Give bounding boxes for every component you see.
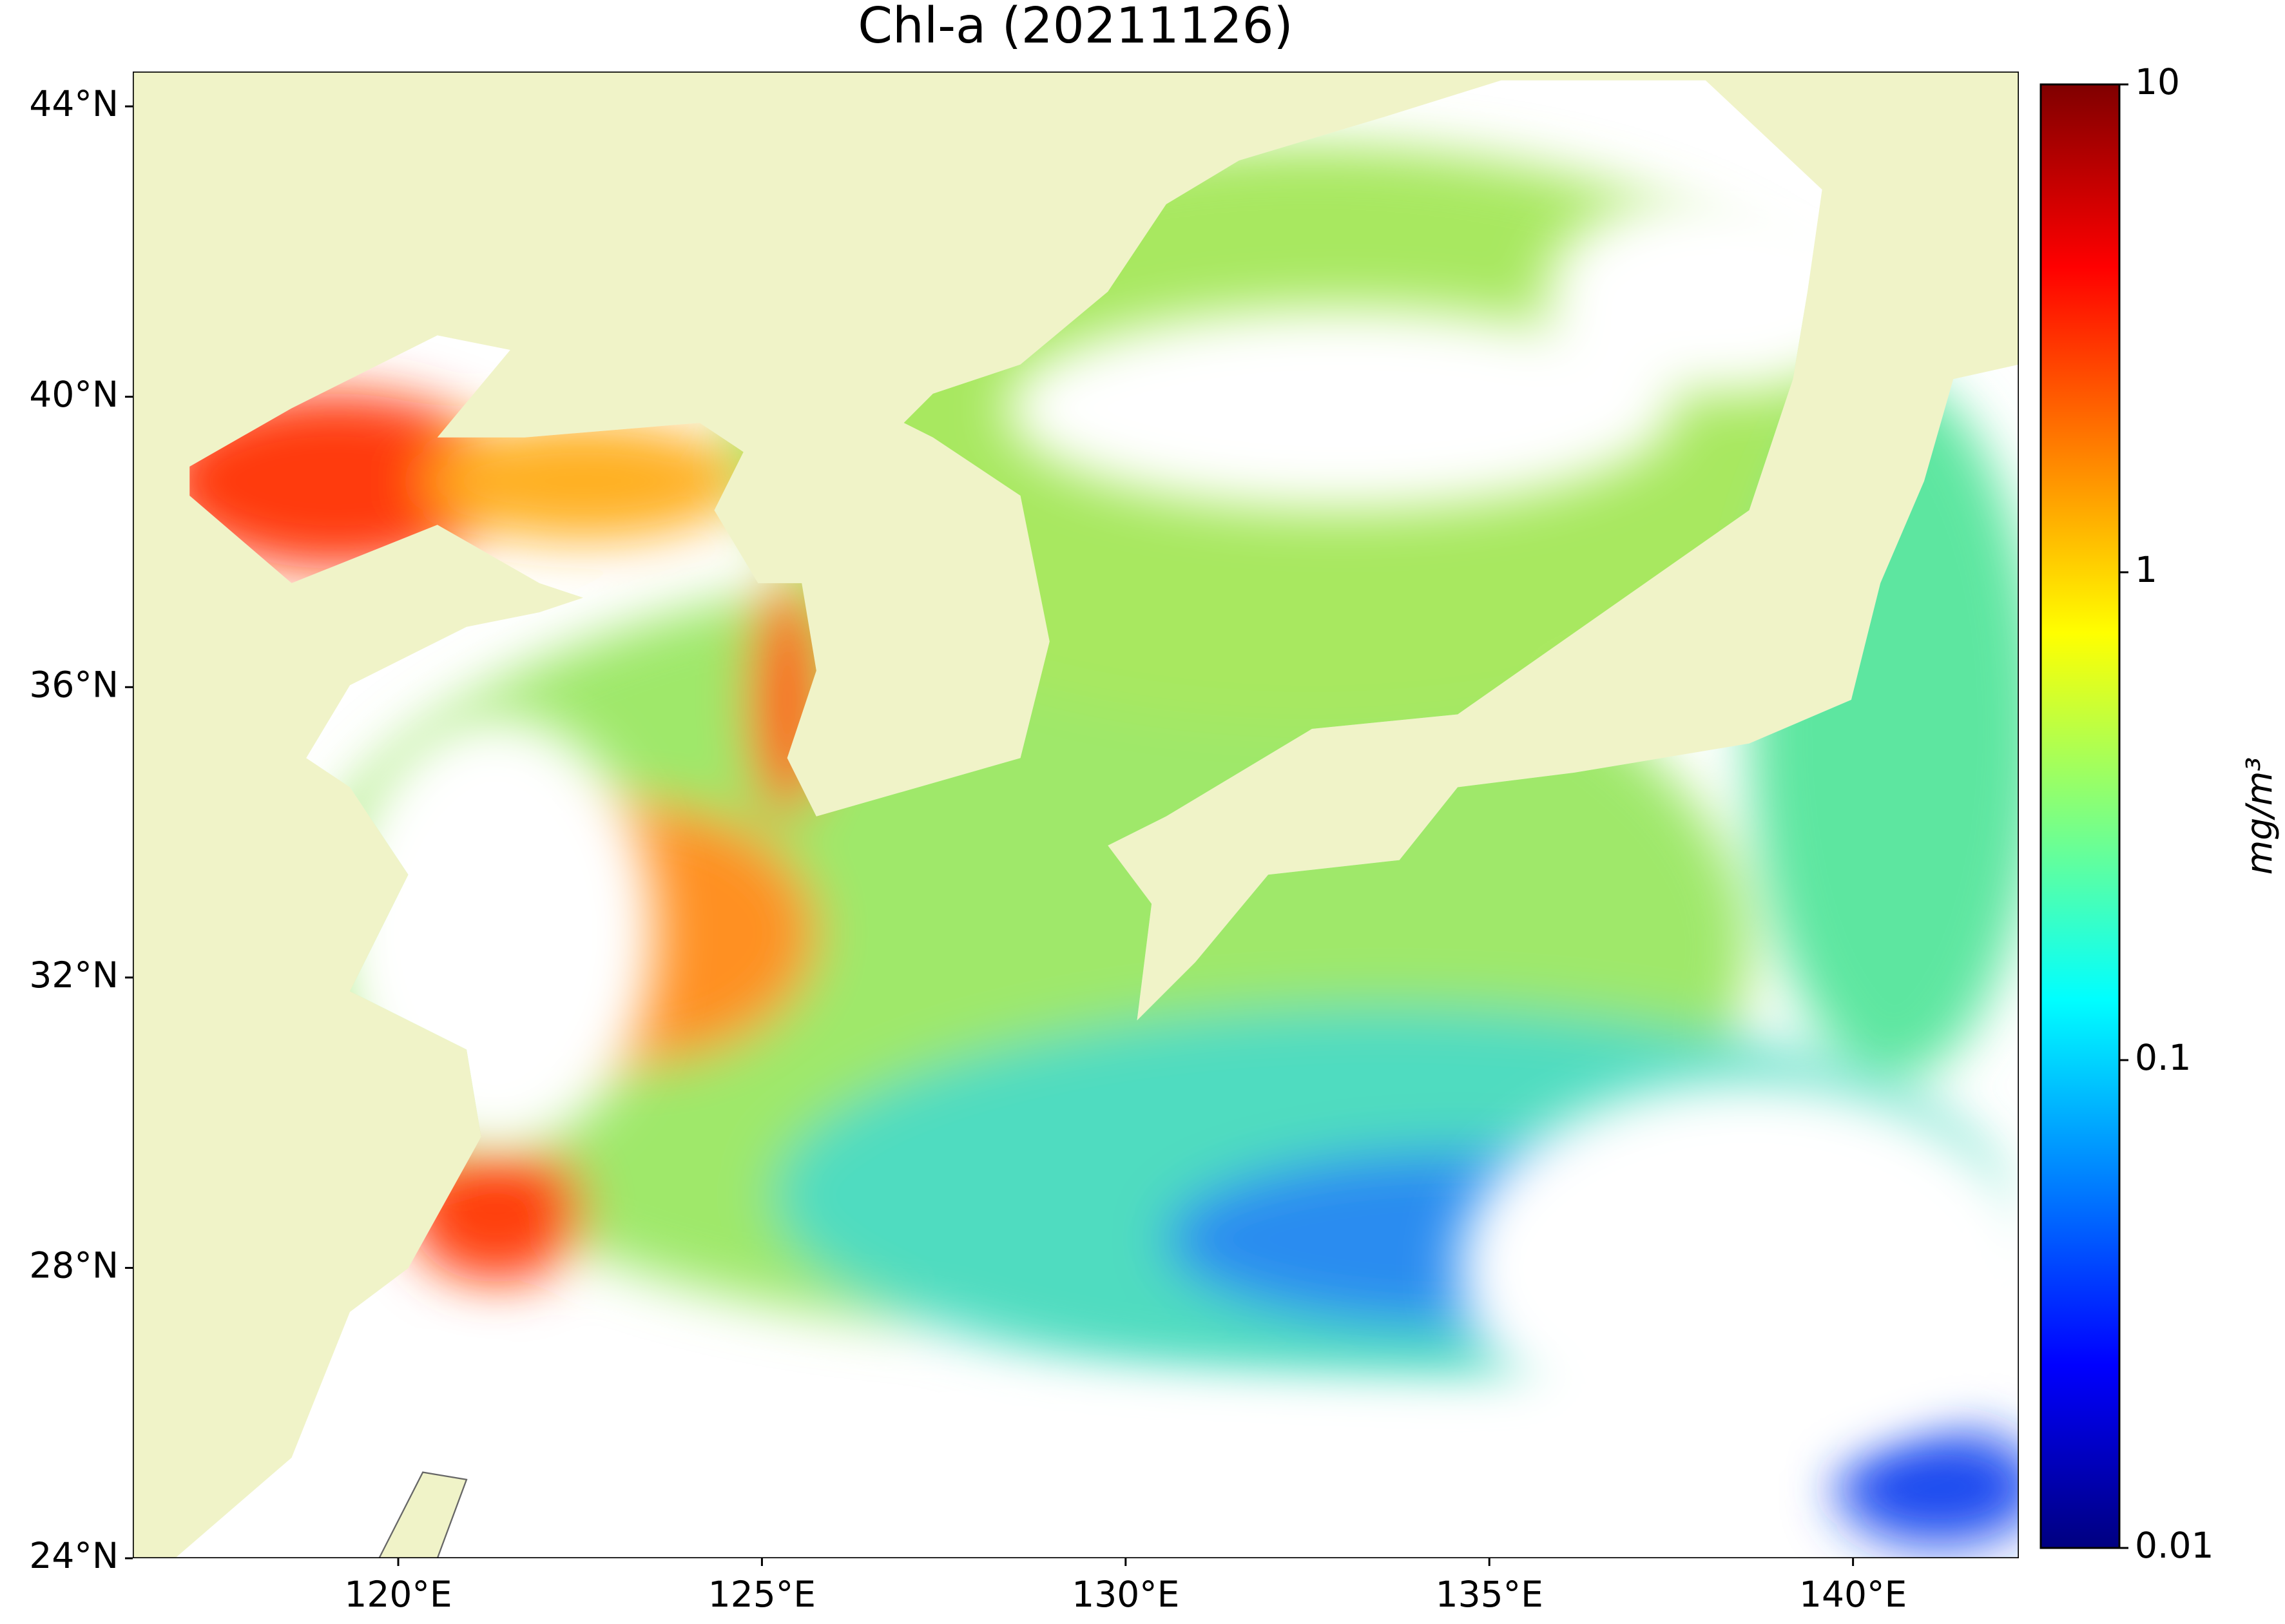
y-tick-label: 28°N <box>29 1245 119 1286</box>
x-tick-label: 120°E <box>344 1574 452 1615</box>
colorbar-label: mg/m³ <box>2239 757 2280 875</box>
x-tick-label: 130°E <box>1072 1574 1179 1615</box>
chart-title: Chl-a (20211126) <box>858 0 1293 55</box>
sea <box>175 80 2019 1558</box>
colorbar-tick-label: 0.1 <box>2135 1037 2191 1078</box>
map-image <box>133 72 2019 1558</box>
colorbar-tick-label: 10 <box>2135 61 2180 102</box>
y-tick-label: 32°N <box>29 954 119 996</box>
taiwan <box>378 1471 468 1558</box>
y-tick-label: 36°N <box>29 664 119 705</box>
colorbar <box>2039 83 2121 1549</box>
colorbar-tick-label: 0.01 <box>2135 1525 2213 1566</box>
x-tick-label: 135°E <box>1436 1574 1543 1615</box>
y-tick-label: 24°N <box>29 1535 119 1576</box>
y-tick-label: 44°N <box>29 83 119 124</box>
colorbar-tick-label: 1 <box>2135 549 2157 590</box>
x-tick-label: 140°E <box>1799 1574 1907 1615</box>
x-tick-label: 125°E <box>708 1574 816 1615</box>
y-tick-label: 40°N <box>29 374 119 415</box>
